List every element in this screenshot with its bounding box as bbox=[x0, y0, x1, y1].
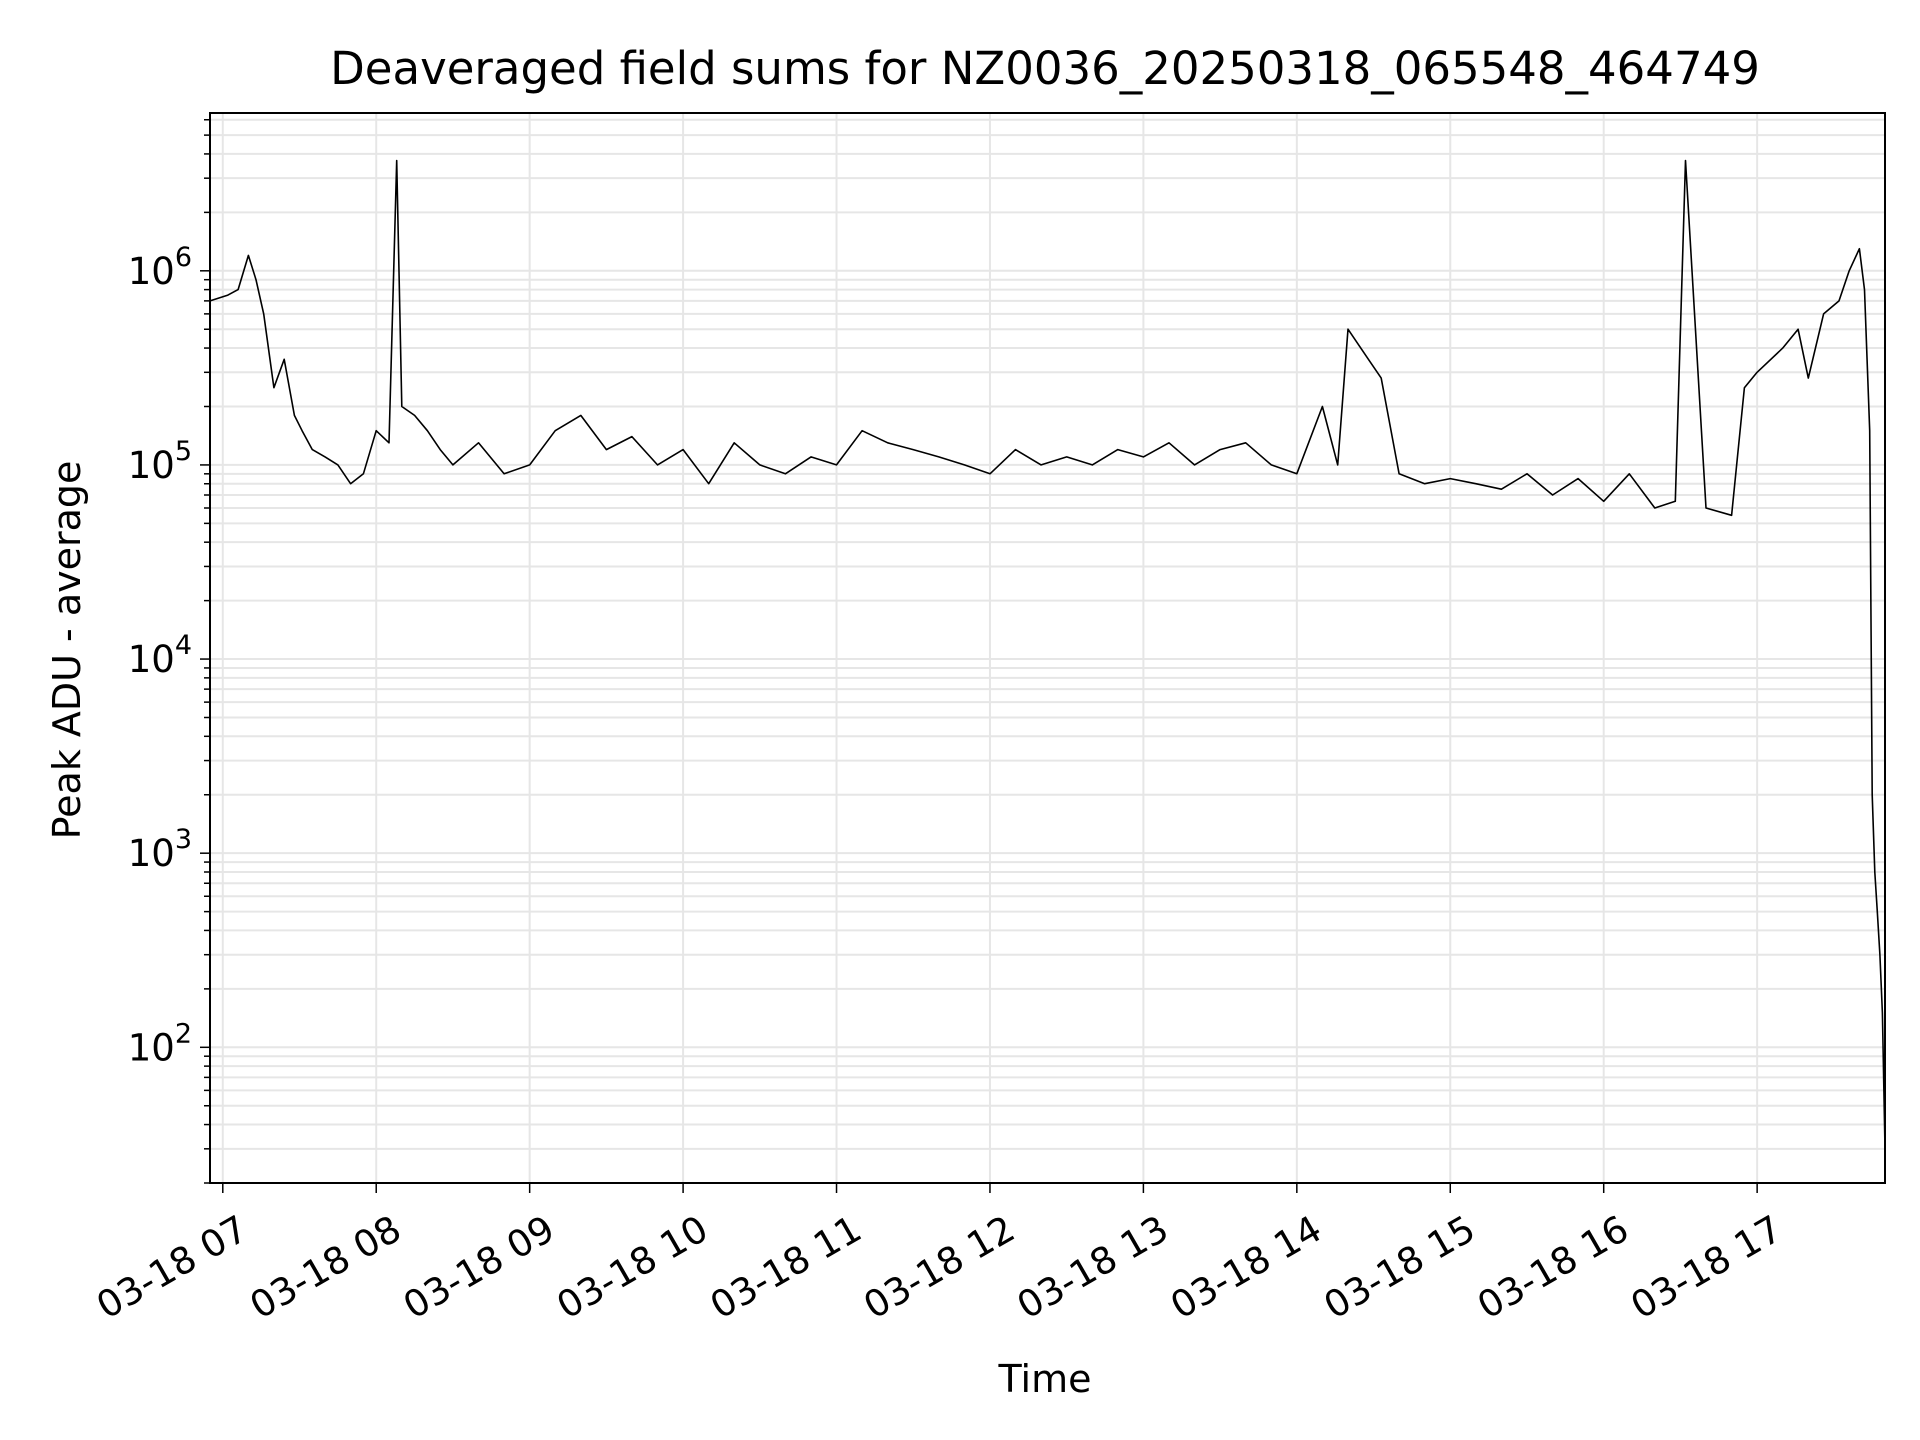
y-tick-base: 10 bbox=[128, 832, 175, 875]
y-tick-label: 102 bbox=[128, 1018, 192, 1069]
y-axis-label: Peak ADU - average bbox=[45, 461, 89, 840]
y-tick-exponent: 5 bbox=[175, 436, 192, 467]
y-tick-label: 105 bbox=[128, 436, 192, 487]
series-group bbox=[209, 159, 1886, 1149]
grid bbox=[210, 113, 1885, 1184]
plot-frame bbox=[209, 112, 1886, 1184]
x-axis-label: Time bbox=[998, 1357, 1092, 1401]
y-tick-exponent: 6 bbox=[175, 242, 192, 273]
series-line bbox=[209, 159, 1886, 1149]
y-tick-label: 103 bbox=[128, 824, 192, 875]
y-tick-base: 10 bbox=[128, 250, 175, 293]
y-tick-label: 106 bbox=[128, 242, 192, 293]
y-tick-label: 104 bbox=[128, 630, 192, 681]
y-tick-base: 10 bbox=[128, 638, 175, 681]
y-tick-exponent: 3 bbox=[175, 824, 192, 855]
y-tick-base: 10 bbox=[128, 444, 175, 487]
y-tick-exponent: 4 bbox=[175, 630, 192, 661]
y-tick-base: 10 bbox=[128, 1026, 175, 1069]
chart-title: Deaveraged field sums for NZ0036_2025031… bbox=[330, 42, 1760, 95]
y-tick-exponent: 2 bbox=[175, 1018, 192, 1049]
